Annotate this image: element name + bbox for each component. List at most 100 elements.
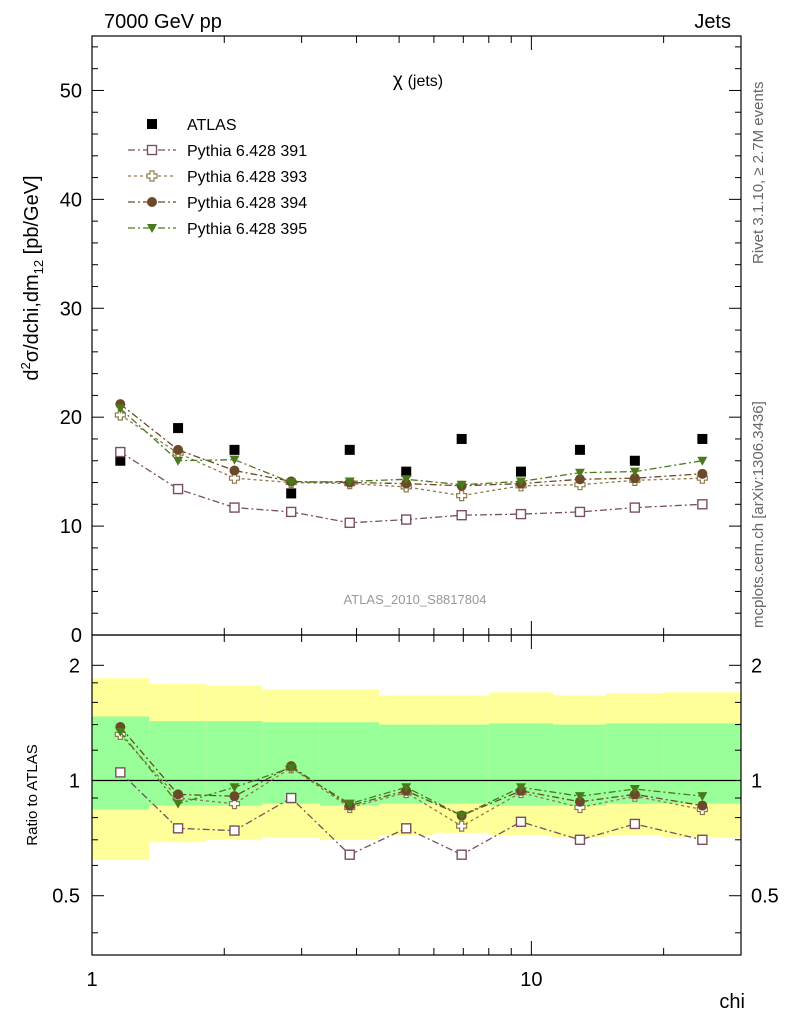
legend-entry: Pythia 6.428 395 (128, 221, 307, 238)
x-tick-label: 1 (86, 969, 97, 991)
main-data-point (574, 444, 585, 455)
ratio-data-point (697, 792, 708, 802)
ratio-data-point (629, 818, 641, 830)
main-data-point (574, 468, 585, 478)
main-data-point (697, 468, 708, 479)
ratio-data-point (574, 796, 585, 807)
main-y-tick-label: 10 (60, 516, 82, 538)
main-y-tick-label: 20 (60, 407, 82, 429)
main-data-point (173, 423, 184, 434)
main-data-point (401, 466, 412, 477)
analysis-tag: ATLAS_2010_S8817804 (344, 592, 487, 607)
main-series-0 (115, 423, 708, 499)
ratio-data-point (173, 799, 184, 809)
main-data-point (173, 444, 184, 455)
x-axis-label: chi (719, 991, 745, 1013)
main-panel: 0 10 20 30 40 50 χ (jets) ATLAS_2010_S8817804… (18, 35, 742, 647)
ratio-data-point (115, 727, 126, 737)
ratio-data-point (629, 785, 640, 795)
main-data-point (114, 409, 126, 421)
legend-entry: Pythia 6.428 391 (128, 143, 307, 160)
main-data-point (697, 499, 708, 510)
ratio-panel: 0.5 0.5 1 1 2 2 1 10 Ratio to ATLAS (24, 634, 779, 991)
main-data-point (629, 502, 641, 513)
ratio-data-point (173, 789, 184, 800)
legend-marker (146, 170, 158, 182)
main-data-point (574, 506, 586, 518)
legend-entry: Pythia 6.428 394 (128, 195, 307, 212)
legend: ATLAS Pythia 6.428 391 Pythia 6.428 393 Pyt… (128, 117, 307, 238)
main-data-point (286, 488, 297, 499)
legend-label: ATLAS (187, 117, 237, 134)
ratio-data-point (697, 834, 708, 845)
main-data-point (697, 456, 708, 466)
main-data-point (456, 433, 467, 444)
main-data-point (401, 514, 412, 525)
legend-marker (146, 144, 158, 156)
ratio-y-tick-label: 0.5 (52, 886, 80, 908)
mcplots-source-label: mcplots.cern.ch [arXiv:1306.3436] (750, 401, 767, 628)
ratio-band-inner-bin (319, 722, 380, 806)
main-data-point (228, 472, 241, 484)
legend-entry: ATLAS (147, 117, 237, 134)
ratio-data-point (401, 823, 412, 834)
legend-marker (147, 119, 157, 129)
main-data-point (456, 480, 467, 490)
main-y-tick-label: 0 (71, 625, 82, 647)
legend-label: Pythia 6.428 393 (187, 169, 307, 186)
ratio-data-point (456, 849, 467, 860)
header-right-title: Jets (694, 11, 731, 33)
ratio-series-line (119, 731, 703, 817)
main-data-point (344, 477, 355, 487)
ratio-data-point (115, 767, 126, 778)
ratio-data-point (344, 849, 355, 860)
main-y-tick-label: 50 (60, 80, 82, 102)
main-data-point (115, 404, 126, 414)
ratio-y-tick-label: 1 (69, 771, 80, 793)
ratio-data-point (229, 825, 240, 836)
main-y-tick-label: 30 (60, 298, 82, 320)
main-y-axis-label: d2σ/dchi,dm12 [pb/GeV] (18, 175, 46, 380)
ratio-data-point (629, 789, 640, 800)
main-series-3 (115, 399, 708, 491)
legend-marker (147, 197, 157, 207)
main-data-point (456, 510, 467, 521)
main-data-point (697, 433, 708, 444)
main-data-point (456, 489, 468, 502)
main-series-1 (115, 446, 708, 529)
main-data-point (629, 455, 640, 466)
ratio-y-tick-label: 2 (69, 655, 80, 677)
main-series-line (119, 403, 703, 487)
main-data-point (115, 455, 126, 466)
legend-entry: Pythia 6.428 393 (128, 169, 307, 186)
main-data-point (629, 473, 640, 484)
main-data-point (515, 466, 526, 477)
ratio-data-point (574, 792, 585, 802)
ratio-data-point (285, 792, 297, 804)
main-data-point (229, 455, 240, 465)
ratio-series-0 (115, 767, 708, 860)
ratio-series-line (119, 726, 703, 817)
ratio-data-point (228, 798, 241, 810)
ratio-band-inner-bin (663, 723, 741, 804)
ratio-data-point (229, 791, 240, 802)
main-data-point (515, 477, 526, 487)
main-data-point (285, 506, 297, 518)
ratio-data-point (286, 763, 297, 773)
ratio-y-tick-label-right: 0.5 (751, 886, 779, 908)
ratio-data-point (229, 783, 240, 793)
legend-label: Pythia 6.428 395 (187, 221, 307, 238)
ratio-data-point (456, 820, 468, 832)
legend-label: Pythia 6.428 391 (187, 143, 307, 160)
main-data-point (515, 508, 527, 520)
main-data-point (574, 474, 585, 485)
ratio-y-tick-label-right: 2 (751, 655, 762, 677)
main-data-point (229, 465, 240, 476)
rivet-version-label: Rivet 3.1.10, ≥ 2.7M events (750, 82, 767, 265)
legend-label: Pythia 6.428 394 (187, 195, 307, 212)
ratio-data-point (515, 783, 526, 793)
x-tick-label: 10 (520, 969, 542, 991)
main-series-line (119, 408, 703, 486)
main-series-2 (114, 409, 708, 502)
